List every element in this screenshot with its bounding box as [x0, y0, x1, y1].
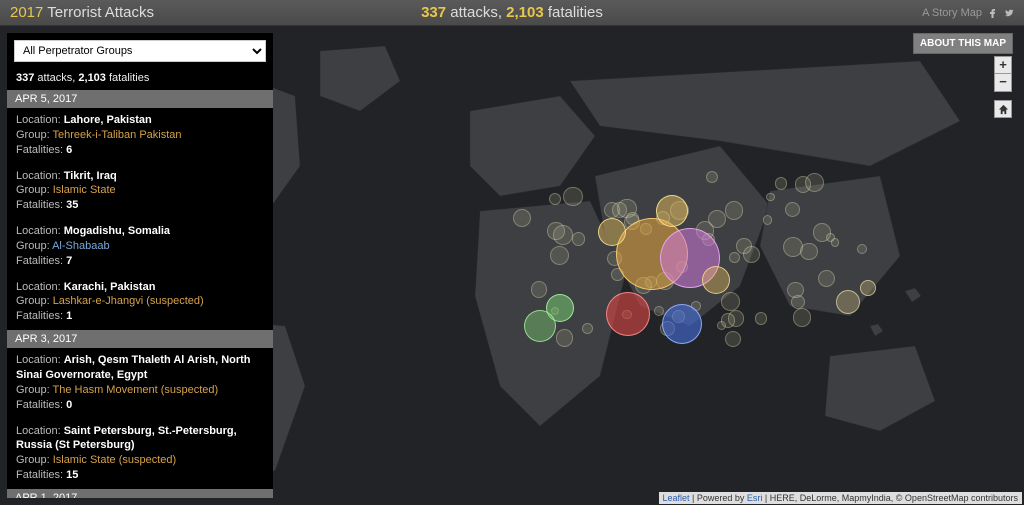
home-extent-button[interactable]: [994, 100, 1012, 118]
location-value: Karachi, Pakistan: [64, 281, 156, 293]
fatalities-value: 6: [66, 144, 72, 156]
group-value: Al-Shabaab: [52, 240, 110, 252]
location-value: Lahore, Pakistan: [64, 114, 152, 126]
fatalities-label: Fatalities:: [16, 310, 66, 322]
zoom-out-button[interactable]: −: [994, 74, 1012, 92]
zoom-in-button[interactable]: +: [994, 56, 1012, 74]
attrib-sep1: | Powered by: [690, 493, 747, 503]
twitter-icon[interactable]: [1004, 8, 1014, 18]
fatalities-label: Fatalities:: [16, 469, 66, 481]
group-label: Group:: [16, 240, 52, 252]
esri-link[interactable]: Esri: [747, 493, 763, 503]
zoom-control: + −: [994, 56, 1012, 92]
group-label: Group:: [16, 129, 53, 141]
perpetrator-filter-select[interactable]: All Perpetrator Groups: [14, 40, 266, 62]
group-label: Group:: [16, 295, 53, 307]
sidebar-attacks-word: attacks,: [37, 72, 75, 84]
incident-entry[interactable]: Location: Tikrit, Iraq Group: Islamic Sta…: [7, 164, 273, 220]
sidebar-fatalities-count: 2,103: [78, 72, 106, 84]
leaflet-link[interactable]: Leaflet: [663, 493, 690, 503]
map-stage[interactable]: All Perpetrator Groups 337 attacks, 2,10…: [0, 26, 1024, 505]
header-attacks-word: attacks,: [450, 4, 502, 21]
group-label: Group:: [16, 454, 53, 466]
incident-entry[interactable]: Location: Arish, Qesm Thaleth Al Arish, …: [7, 348, 273, 418]
header-fatalities-word: fatalities: [548, 4, 603, 21]
fatalities-value: 15: [66, 469, 78, 481]
fatalities-value: 0: [66, 399, 72, 411]
header-attacks-count: 337: [421, 4, 446, 21]
fatalities-label: Fatalities:: [16, 255, 66, 267]
date-header: APR 3, 2017: [7, 330, 273, 348]
incident-entry[interactable]: Location: Karachi, Pakistan Group: Lashka…: [7, 275, 273, 331]
location-label: Location:: [16, 225, 64, 237]
about-map-button[interactable]: ABOUT THIS MAP: [913, 33, 1013, 54]
group-value: Islamic State (suspected): [53, 454, 177, 466]
app-header: 2017 Terrorist Attacks 337 attacks, 2,10…: [0, 0, 1024, 26]
date-header: APR 5, 2017: [7, 90, 273, 108]
incident-list[interactable]: APR 5, 2017 Location: Lahore, Pakistan Gro…: [7, 90, 273, 498]
fatalities-label: Fatalities:: [16, 199, 66, 211]
fatalities-label: Fatalities:: [16, 399, 66, 411]
group-value: Lashkar-e-Jhangvi (suspected): [53, 295, 204, 307]
home-icon: [998, 104, 1009, 115]
fatalities-value: 7: [66, 255, 72, 267]
header-fatalities-count: 2,103: [506, 4, 544, 21]
date-header: APR 1, 2017: [7, 489, 273, 498]
attrib-rest: | HERE, DeLorme, MapmyIndia, © OpenStree…: [762, 493, 1018, 503]
location-value: Tikrit, Iraq: [64, 170, 117, 182]
location-label: Location:: [16, 114, 64, 126]
sidebar-fatalities-word: fatalities: [109, 72, 149, 84]
sidebar-attacks-count: 337: [16, 72, 34, 84]
header-right: A Story Map: [922, 7, 1014, 19]
filter-box: All Perpetrator Groups: [7, 33, 273, 69]
group-value: The Hasm Movement (suspected): [53, 384, 219, 396]
header-summary: 337 attacks, 2,103 fatalities: [421, 4, 603, 21]
location-label: Location:: [16, 354, 64, 366]
fatalities-value: 35: [66, 199, 78, 211]
title-year: 2017: [10, 4, 43, 21]
map-attribution: Leaflet | Powered by Esri | HERE, DeLorm…: [659, 492, 1022, 504]
facebook-icon[interactable]: [988, 8, 998, 18]
incident-entry[interactable]: Location: Lahore, Pakistan Group: Tehreek…: [7, 108, 273, 164]
group-label: Group:: [16, 384, 53, 396]
sidebar-panel: All Perpetrator Groups 337 attacks, 2,10…: [7, 33, 273, 498]
location-label: Location:: [16, 281, 64, 293]
page-title: 2017 Terrorist Attacks: [10, 4, 154, 21]
title-rest: Terrorist Attacks: [47, 4, 154, 21]
group-label: Group:: [16, 184, 53, 196]
incident-entry[interactable]: Location: Saint Petersburg, St.-Petersbu…: [7, 419, 273, 489]
fatalities-value: 1: [66, 310, 72, 322]
location-label: Location:: [16, 425, 64, 437]
fatalities-label: Fatalities:: [16, 144, 66, 156]
location-label: Location:: [16, 170, 64, 182]
incident-entry[interactable]: Location: Mogadishu, Somalia Group: Al-Sh…: [7, 219, 273, 275]
sidebar-summary: 337 attacks, 2,103 fatalities: [7, 69, 273, 90]
group-value: Tehreek-i-Taliban Pakistan: [53, 129, 182, 141]
location-value: Mogadishu, Somalia: [64, 225, 170, 237]
group-value: Islamic State: [53, 184, 116, 196]
storymap-label: A Story Map: [922, 7, 982, 19]
